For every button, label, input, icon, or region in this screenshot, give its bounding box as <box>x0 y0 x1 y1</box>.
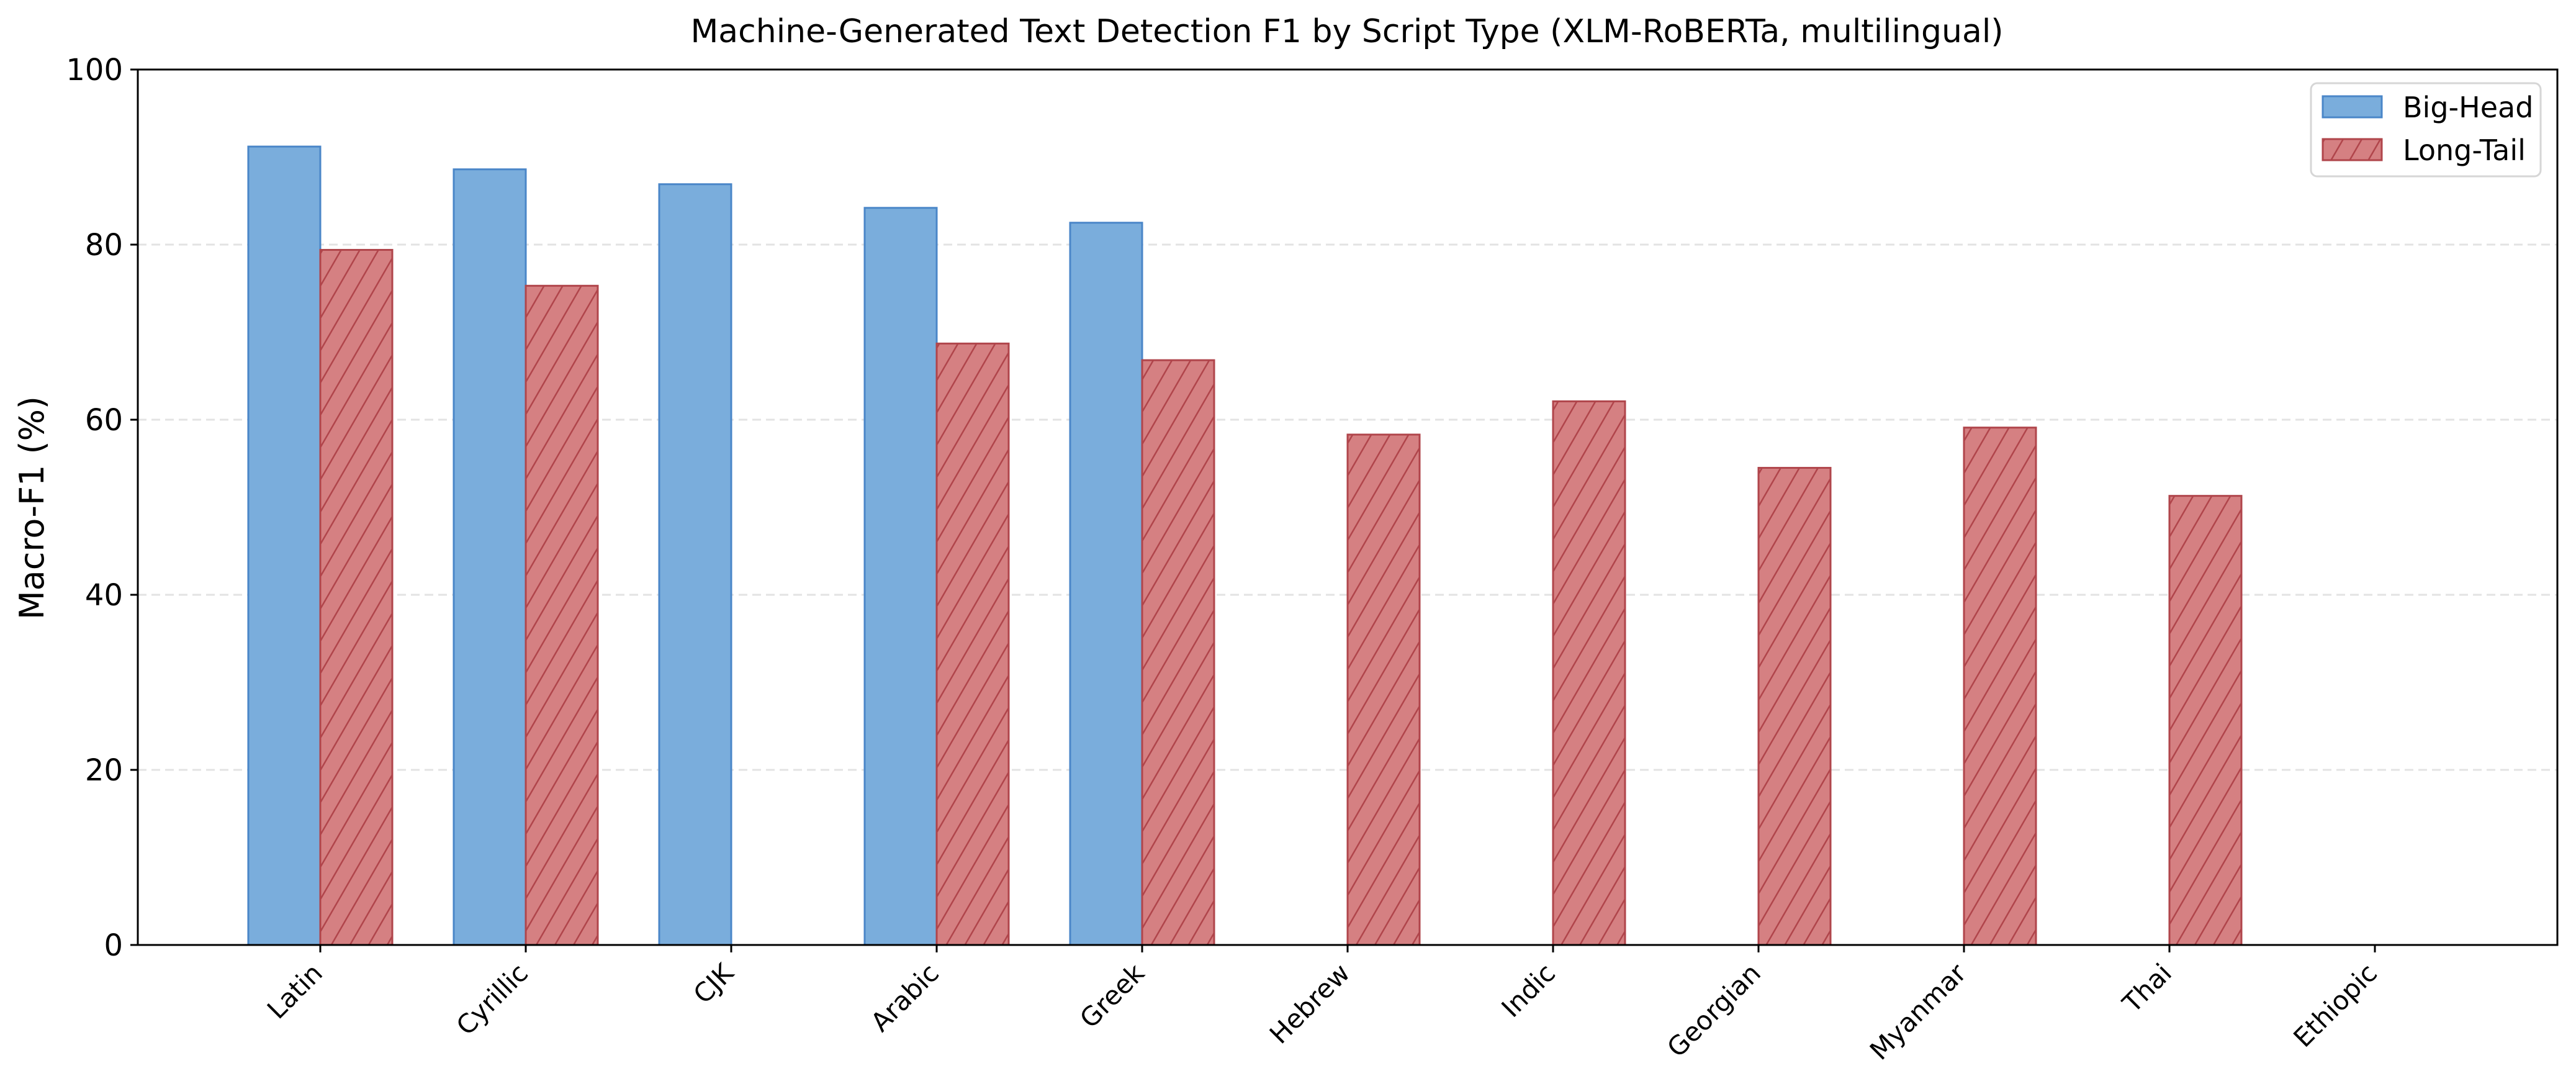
y-axis-ticks: 0 20 40 60 80 100 <box>66 53 138 963</box>
bar-long-tail-latin <box>319 248 394 946</box>
x-axis-ticks: Latin Cyrillic CJK Arabic Greek Hebrew Indic Ge… <box>261 945 2383 1066</box>
y-axis-label: Macro-F1 (%) <box>12 396 52 620</box>
bar-long-tail-cyrillic <box>525 284 599 946</box>
bar-long-tail-georgian <box>1757 467 1832 946</box>
x-tick-label: Arabic <box>865 957 945 1037</box>
y-tick-label: 20 <box>85 753 123 788</box>
bar-long-tail-thai <box>2168 495 2243 946</box>
y-tick-label: 40 <box>85 578 123 613</box>
legend-swatch-long-tail <box>2322 138 2383 161</box>
legend-swatch-big-head <box>2322 95 2383 119</box>
x-tick-label: Georgian <box>1661 957 1767 1063</box>
y-tick-label: 80 <box>85 228 123 263</box>
bar-long-tail-hebrew <box>1346 433 1421 946</box>
y-tick-label: 0 <box>104 928 123 963</box>
bars <box>247 145 2243 946</box>
bar-long-tail-indic <box>1552 400 1626 946</box>
x-tick-label: Greek <box>1074 957 1150 1034</box>
bar-long-tail-arabic <box>935 342 1010 946</box>
bar-big-head-greek <box>1069 222 1143 946</box>
x-tick-label: Thai <box>2116 957 2177 1019</box>
x-tick-label: Cyrillic <box>451 957 534 1041</box>
y-tick-label: 100 <box>66 53 123 88</box>
legend-label-long-tail: Long-Tail <box>2403 133 2526 167</box>
bar-long-tail-greek <box>1141 359 1215 946</box>
bar-big-head-arabic <box>863 207 938 946</box>
y-tick-label: 60 <box>85 403 123 438</box>
x-tick-label: Indic <box>1495 957 1561 1023</box>
x-tick-label: Latin <box>261 957 328 1024</box>
bar-big-head-cyrillic <box>453 168 527 946</box>
x-tick-label: Myanmar <box>1864 957 1973 1066</box>
x-tick-label: Hebrew <box>1264 957 1356 1049</box>
legend-label-big-head: Big-Head <box>2403 91 2533 124</box>
x-tick-label: Ethiopic <box>2287 957 2383 1053</box>
x-tick-label: CJK <box>687 957 740 1010</box>
bar-big-head-latin <box>247 145 322 946</box>
legend: Big-Head Long-Tail <box>2310 82 2542 178</box>
bar-big-head-cjk <box>658 183 732 946</box>
chart-title: Machine-Generated Text Detection F1 by S… <box>690 13 2003 50</box>
bar-long-tail-myanmar <box>1963 427 2037 946</box>
